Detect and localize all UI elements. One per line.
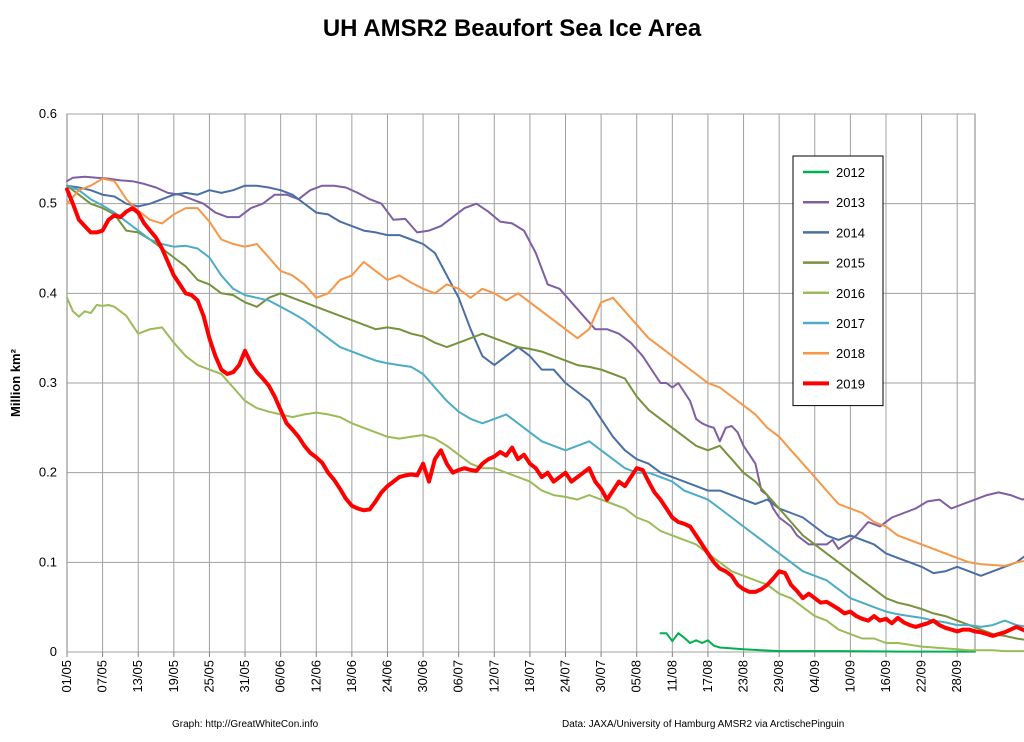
x-tick-label: 25/05 [201,660,216,693]
legend: 2012 2013 2014 2015 2016 2017 2018 2019 [792,155,884,407]
x-tick-label: 24/07 [558,660,573,693]
x-tick-label: 18/07 [522,660,537,693]
series-layer [65,175,1024,653]
y-tick-label: 0.2 [39,465,57,480]
x-tick-label: 22/09 [914,660,929,693]
x-tick-label: 01/05 [59,660,74,693]
legend-label-2017: 2017 [836,316,865,331]
legend-label-2014: 2014 [836,225,865,240]
credit-right: Data: JAXA/University of Hamburg AMSR2 v… [562,719,844,730]
x-tick-label: 23/08 [736,660,751,693]
x-tick-label: 24/06 [379,660,394,693]
legend-label-2013: 2013 [836,195,865,210]
y-axis-label: Million km² [8,348,23,417]
x-tick-label: 28/09 [949,660,964,693]
series-line-2013 [66,175,1024,550]
x-tick-label: 30/07 [593,660,608,693]
series-line-2017 [66,184,1024,628]
x-tick-label: 05/08 [629,660,644,693]
x-tick-label: 10/09 [842,660,857,693]
credit-left: Graph: http://GreatWhiteCon.info [172,719,319,730]
y-tick-label: 0.6 [39,106,57,121]
x-tick-label: 07/05 [95,660,110,693]
legend-label-2012: 2012 [836,165,865,180]
series-line-2014 [66,184,1024,577]
legend-box [792,155,884,407]
x-tick-label: 31/05 [237,660,252,693]
legend-label-2016: 2016 [836,286,865,301]
x-tick-label: 18/06 [344,660,359,693]
x-tick-label: 12/07 [486,660,501,693]
y-tick-label: 0.3 [39,375,57,390]
x-tick-label: 17/08 [700,660,715,693]
series-line-2015 [66,184,1024,641]
x-tick-label: 04/09 [807,660,822,693]
y-tick-label: 0.4 [39,285,57,300]
x-tick-label: 16/09 [878,660,893,693]
y-tick-label: 0 [50,644,57,659]
x-tick-label: 06/07 [451,660,466,693]
legend-label-2015: 2015 [836,256,865,271]
legend-label-2019: 2019 [836,376,865,391]
x-tick-label: 12/06 [308,660,323,693]
series-line-2019 [65,187,1024,638]
x-tick-label: 19/05 [166,660,181,693]
series-line-2018 [66,177,1024,567]
x-tick-label: 29/08 [771,660,786,693]
axes: 0 0.1 0.2 0.3 0.4 0.5 0.6 01/05 07/05 13/05 19/05 2… [39,106,964,693]
x-tick-label: 11/08 [664,660,679,692]
chart-title: UH AMSR2 Beaufort Sea Ice Area [323,15,702,42]
series-line-2016 [66,296,1024,653]
x-tick-label: 13/05 [130,660,145,693]
x-tick-label: 06/06 [273,660,288,693]
legend-label-2018: 2018 [836,346,865,361]
x-tick-label: 30/06 [415,660,430,693]
y-tick-label: 0.5 [39,196,57,211]
y-tick-label: 0.1 [39,554,57,569]
series-line-2012 [659,632,976,653]
